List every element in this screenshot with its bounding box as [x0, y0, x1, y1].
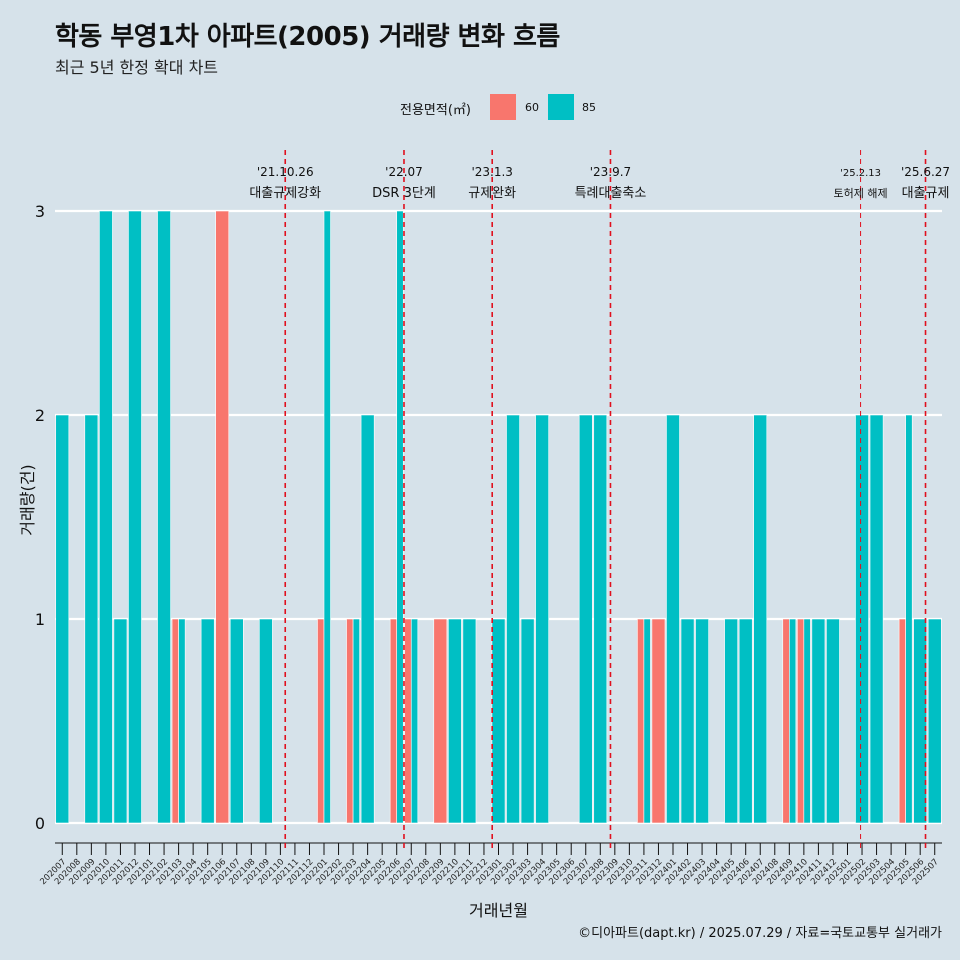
bar-60-202505 [898, 618, 906, 824]
bar-85-202403 [695, 618, 709, 824]
bar-85-202506 [913, 618, 928, 824]
bar-60-202409 [782, 618, 790, 824]
event-label: 대출규제 [902, 186, 950, 201]
event-date: '22.07 [385, 165, 423, 179]
bar-85-202009 [84, 414, 99, 824]
bar-85-202412 [826, 618, 840, 824]
bar-85-202102 [157, 210, 171, 824]
bar-60-202103 [171, 618, 179, 824]
bar-85-202308 [593, 414, 608, 824]
bar-85-202411 [811, 618, 826, 824]
event-date: '21.10.26 [257, 165, 314, 179]
event-label: 대출규제강화 [249, 186, 321, 201]
bar-85-202301 [491, 618, 506, 824]
bar-85-202503 [869, 414, 884, 824]
bar-85-202012 [128, 210, 142, 824]
bar-60-202207 [404, 618, 412, 824]
chart-title: 학동 부영1차 아파트(2005) 거래량 변화 흐름 [55, 22, 560, 52]
bar-60-202201 [317, 618, 325, 824]
event-label: 규제완화 [468, 186, 516, 201]
legend-label-85: 85 [582, 101, 596, 114]
bar-60-202312 [651, 618, 666, 824]
bar-85-202109 [259, 618, 273, 824]
y-tick-label: 0 [35, 814, 45, 833]
y-tick-label: 2 [35, 406, 45, 425]
bar-85-202203 [352, 618, 360, 824]
event-label: 특례대출축소 [575, 186, 647, 201]
bar-85-202201 [323, 210, 331, 824]
bar-85-202311 [643, 618, 651, 824]
bar-85-202402 [680, 618, 695, 824]
bar-85-202505 [905, 414, 913, 824]
bar-85-202307 [578, 414, 593, 824]
y-tick-label: 3 [35, 202, 45, 221]
bar-85-202401 [666, 414, 680, 824]
event-label: DSR 3단계 [372, 186, 436, 201]
legend-label-60: 60 [525, 101, 539, 114]
legend: 전용면적(㎡) 60 85 [0, 94, 960, 122]
source-caption: ©디아파트(dapt.kr) / 2025.07.29 / 자료=국토교통부 실… [578, 926, 942, 941]
event-label: 토허제 해제 [834, 186, 888, 200]
bar-85-202107 [229, 618, 244, 824]
bar-85-202007 [55, 414, 70, 824]
bar-85-202210 [448, 618, 462, 824]
bar-85-202410 [803, 618, 811, 824]
bar-60-202311 [637, 618, 645, 824]
legend-swatch-85 [548, 94, 574, 120]
event-date: '25.6.27 [901, 165, 950, 179]
bar-60-202206 [389, 618, 398, 824]
bar-85-202103 [178, 618, 186, 824]
y-tick-label: 1 [35, 610, 45, 629]
event-date: '23.9.7 [590, 165, 631, 179]
bar-85-202010 [99, 210, 113, 824]
bar-85-202303 [520, 618, 535, 824]
x-axis-title: 거래년월 [469, 901, 528, 920]
bar-85-202207 [410, 618, 419, 824]
chart-subtitle: 최근 5년 한정 확대 차트 [55, 58, 219, 77]
bar-85-202507 [927, 618, 942, 824]
bar-60-202410 [797, 618, 805, 824]
event-date: '25.2.13 [840, 168, 881, 179]
y-axis-title: 거래량(건) [18, 464, 37, 535]
event-date: '23.1.3 [471, 165, 512, 179]
bar-85-202304 [535, 414, 549, 824]
bar-85-202105 [200, 618, 215, 824]
bar-85-202011 [113, 618, 128, 824]
legend-title: 전용면적(㎡) [400, 103, 471, 118]
bar-85-202407 [753, 414, 768, 824]
bar-85-202211 [462, 618, 477, 824]
bar-85-202409 [789, 618, 797, 824]
bar-85-202405 [724, 618, 738, 824]
bar-85-202204 [360, 414, 375, 824]
bar-85-202302 [506, 414, 520, 824]
bar-60-202209 [433, 618, 448, 824]
legend-swatch-60 [490, 94, 516, 120]
bar-85-202206 [396, 210, 404, 824]
bar-85-202406 [738, 618, 753, 824]
bar-60-202203 [346, 618, 354, 824]
bar-60-202106 [215, 210, 230, 824]
bar-85-202502 [855, 414, 869, 824]
